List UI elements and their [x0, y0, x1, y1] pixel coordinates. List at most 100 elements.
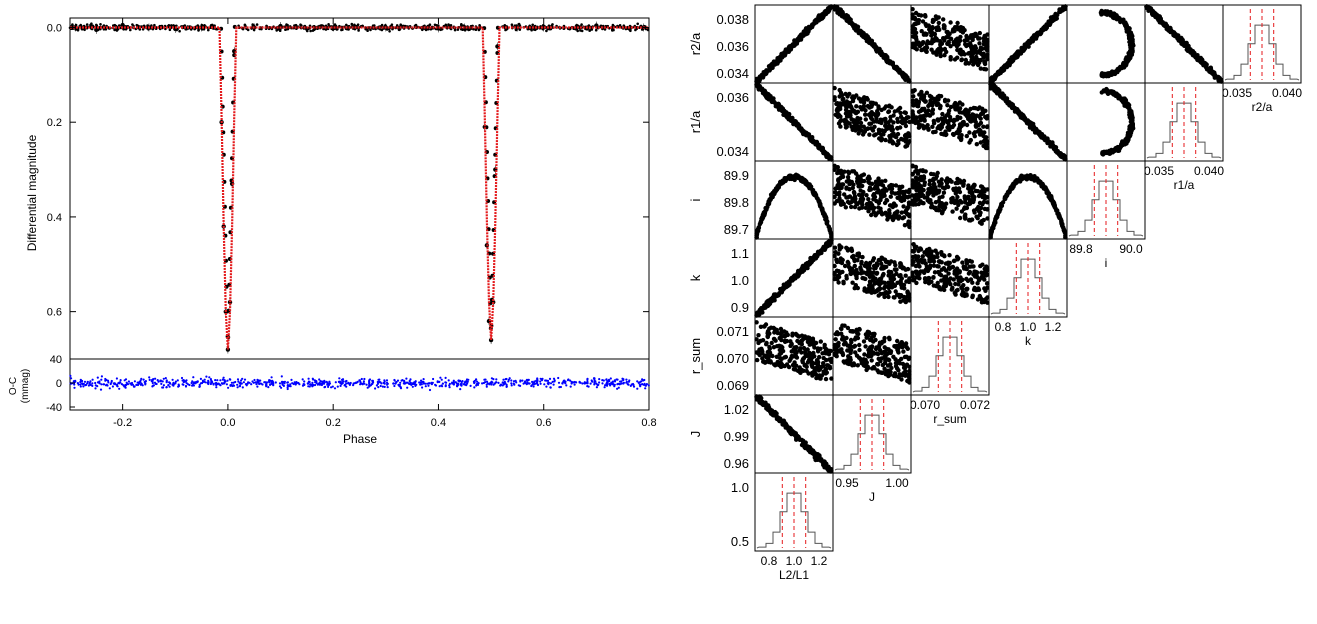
scatter-cloud — [1099, 86, 1136, 157]
sample-point — [838, 90, 844, 96]
sample-point — [947, 127, 952, 132]
corner-plot: 0.0380.0360.034r2/a0.0360.034r1/a89.989.… — [688, 4, 1302, 582]
sample-point — [926, 103, 931, 109]
data-point — [170, 24, 173, 27]
residual-point — [595, 382, 598, 385]
sample-point — [875, 112, 880, 118]
sample-point — [955, 117, 960, 122]
residual-point — [569, 379, 572, 382]
sample-point — [1208, 66, 1214, 71]
residual-point — [459, 388, 462, 391]
residual-point — [505, 383, 508, 386]
sample-point — [895, 116, 900, 122]
residual-point — [201, 379, 204, 382]
residual-panel: 400-40 -0.2 0.0 0.2 0.4 0.6 0.8 O-C (mmag) Ph… — [8, 18, 657, 446]
sample-point — [786, 49, 791, 54]
residual-point — [343, 384, 346, 387]
sample-point — [964, 60, 969, 65]
residual-point — [601, 382, 604, 385]
sample-point — [815, 18, 820, 23]
sample-point — [843, 107, 849, 113]
scatter-cloud — [754, 82, 834, 162]
residual-point — [553, 380, 556, 383]
sample-point — [984, 141, 989, 146]
residual-point — [226, 379, 229, 382]
residual-point — [617, 382, 620, 385]
sample-point — [935, 94, 940, 100]
sample-point — [868, 115, 874, 121]
residual-point — [143, 380, 146, 384]
residual-point — [215, 386, 218, 389]
residual-point — [254, 381, 257, 384]
sample-point — [766, 92, 771, 97]
sample-point — [863, 117, 868, 122]
residual-point — [609, 377, 612, 380]
residual-point — [457, 379, 460, 382]
residual-point — [242, 381, 245, 384]
residual-point — [602, 379, 605, 382]
residual-point — [303, 380, 306, 383]
sample-point — [981, 55, 986, 60]
residual-point — [176, 379, 179, 382]
data-point — [85, 23, 89, 26]
residual-point — [290, 378, 293, 381]
residual-point — [409, 381, 412, 384]
residual-point — [414, 380, 417, 383]
sample-point — [964, 122, 970, 128]
residual-point — [239, 384, 242, 388]
residual-point — [605, 378, 608, 381]
residual-point — [490, 383, 493, 386]
residual-point — [583, 382, 586, 385]
residual-point — [190, 381, 193, 385]
residual-point — [561, 382, 564, 385]
residual-point — [363, 377, 366, 381]
data-point — [102, 28, 106, 31]
residual-point — [362, 380, 365, 383]
sample-point — [1024, 120, 1030, 125]
sample-point — [819, 147, 824, 152]
residual-point — [502, 378, 505, 381]
scatter-cloud — [754, 172, 834, 240]
residual-point — [125, 381, 128, 384]
sample-point — [929, 94, 934, 100]
residual-point — [297, 381, 300, 385]
residual-point — [608, 382, 611, 386]
residual-point — [194, 381, 197, 384]
corner-row-label: r1/a — [688, 110, 703, 133]
residual-point — [214, 379, 217, 382]
sample-point — [757, 84, 762, 89]
residual-point — [571, 381, 574, 384]
sample-point — [892, 134, 898, 139]
sample-point — [1192, 54, 1198, 59]
sample-point — [1013, 106, 1018, 112]
sample-point — [918, 92, 924, 97]
residual-point — [557, 376, 560, 380]
residual-point — [165, 386, 168, 389]
data-point — [99, 23, 102, 26]
model-curve — [70, 26, 649, 350]
sample-point — [885, 58, 890, 63]
residual-point — [162, 384, 165, 387]
residual-point — [334, 381, 337, 384]
residual-point — [321, 380, 324, 383]
data-point — [550, 24, 554, 27]
residual-point — [338, 377, 341, 380]
residual-point — [379, 384, 382, 388]
residual-point — [229, 384, 232, 387]
residual-point — [593, 383, 596, 386]
residual-point — [91, 384, 94, 387]
residual-point — [325, 380, 328, 383]
light-curve-model — [70, 26, 649, 350]
sample-point — [1130, 37, 1135, 42]
residual-point — [481, 382, 484, 385]
sample-point — [803, 131, 808, 136]
residual-point — [549, 386, 552, 389]
residual-point — [169, 382, 172, 385]
data-point — [252, 28, 256, 32]
residual-point — [414, 384, 417, 387]
sample-point — [1165, 25, 1171, 30]
sample-point — [926, 23, 931, 28]
residual-point — [84, 384, 87, 387]
residual-point — [523, 380, 527, 383]
data-point — [172, 24, 175, 27]
